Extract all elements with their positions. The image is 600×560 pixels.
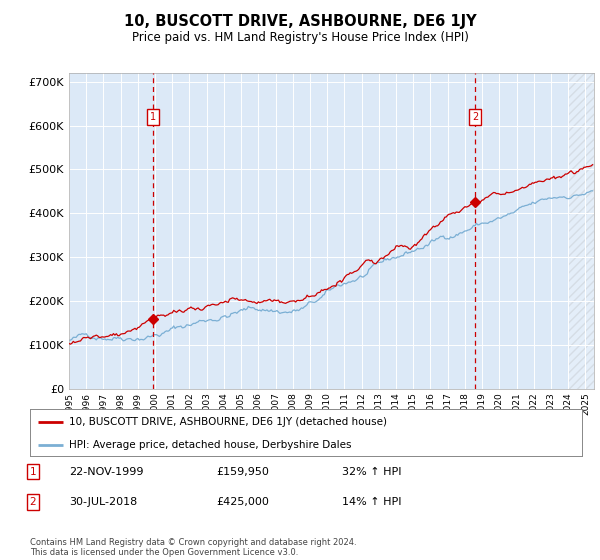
Text: 10, BUSCOTT DRIVE, ASHBOURNE, DE6 1JY (detached house): 10, BUSCOTT DRIVE, ASHBOURNE, DE6 1JY (d…	[68, 417, 386, 427]
Text: £159,950: £159,950	[216, 466, 269, 477]
Text: 10, BUSCOTT DRIVE, ASHBOURNE, DE6 1JY: 10, BUSCOTT DRIVE, ASHBOURNE, DE6 1JY	[124, 14, 476, 29]
Text: 22-NOV-1999: 22-NOV-1999	[69, 466, 143, 477]
Text: 14% ↑ HPI: 14% ↑ HPI	[342, 497, 401, 507]
Bar	[568, 73, 594, 389]
Text: 32% ↑ HPI: 32% ↑ HPI	[342, 466, 401, 477]
Text: 1: 1	[150, 112, 157, 122]
Text: 1: 1	[29, 466, 37, 477]
Text: £425,000: £425,000	[216, 497, 269, 507]
Text: Contains HM Land Registry data © Crown copyright and database right 2024.
This d: Contains HM Land Registry data © Crown c…	[30, 538, 356, 557]
Text: 2: 2	[29, 497, 37, 507]
Text: Price paid vs. HM Land Registry's House Price Index (HPI): Price paid vs. HM Land Registry's House …	[131, 31, 469, 44]
Text: 30-JUL-2018: 30-JUL-2018	[69, 497, 137, 507]
Text: 2: 2	[472, 112, 478, 122]
Text: HPI: Average price, detached house, Derbyshire Dales: HPI: Average price, detached house, Derb…	[68, 440, 351, 450]
